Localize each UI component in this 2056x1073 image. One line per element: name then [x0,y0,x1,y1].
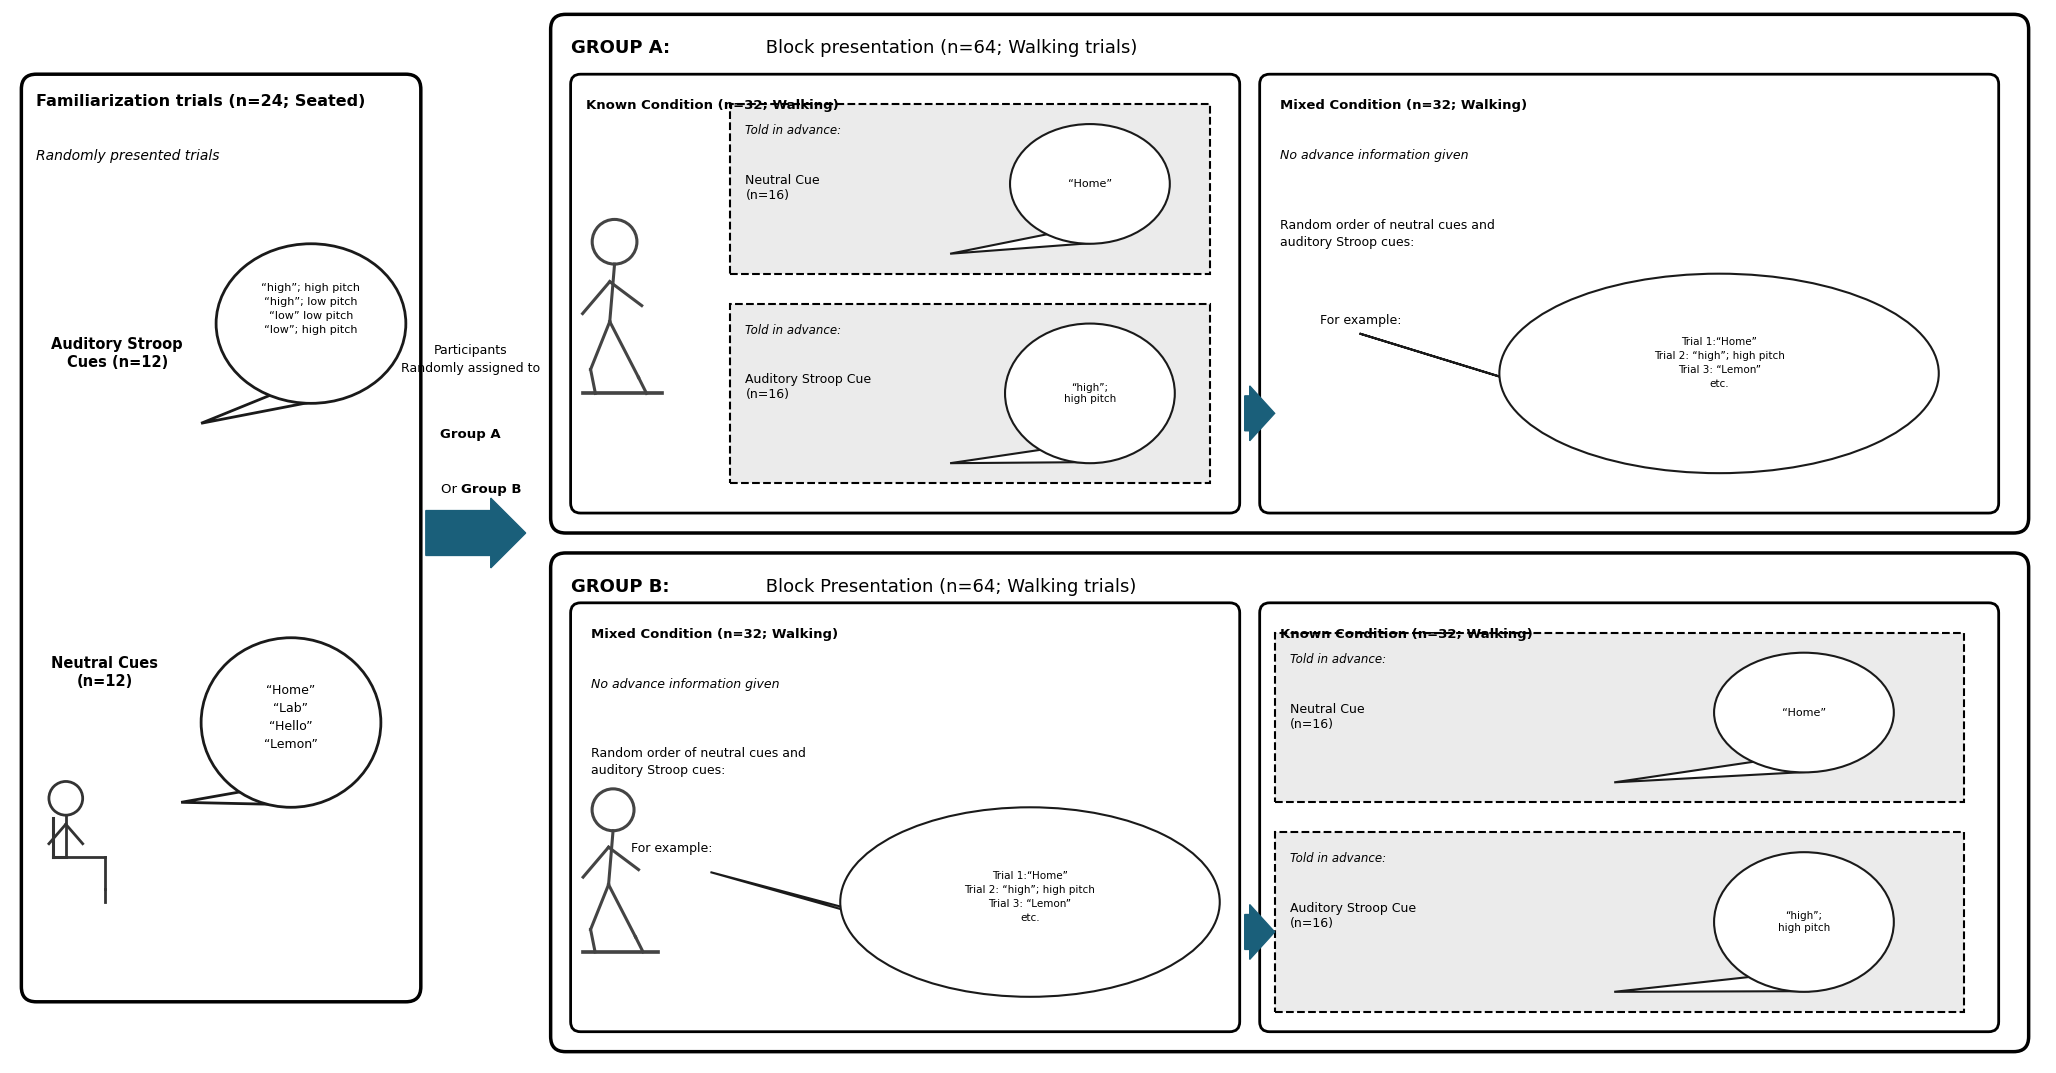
Text: Or: Or [440,483,461,496]
Ellipse shape [1715,852,1894,991]
Text: Auditory Stroop
Cues (n=12): Auditory Stroop Cues (n=12) [51,337,183,370]
Text: Neutral Cue
(n=16): Neutral Cue (n=16) [746,174,820,202]
Polygon shape [181,784,298,805]
Text: Trial 1:“Home”
Trial 2: “high”; high pitch
Trial 3: “Lemon”
etc.: Trial 1:“Home” Trial 2: “high”; high pit… [1653,337,1785,389]
Ellipse shape [1009,124,1170,244]
FancyBboxPatch shape [1260,603,1998,1032]
Polygon shape [950,443,1096,464]
Text: “high”;
high pitch: “high”; high pitch [1063,383,1116,405]
Text: No advance information given: No advance information given [590,678,779,691]
Text: Group A: Group A [440,428,502,441]
Polygon shape [1614,755,1809,782]
Ellipse shape [1715,652,1894,773]
Text: Told in advance:: Told in advance: [1289,652,1386,665]
Text: Told in advance:: Told in advance: [746,324,841,337]
Bar [1275,833,1963,1012]
Text: Neutral Cue
(n=16): Neutral Cue (n=16) [1289,703,1365,731]
Circle shape [49,781,82,815]
Text: Auditory Stroop Cue
(n=16): Auditory Stroop Cue (n=16) [1289,902,1417,930]
FancyArrow shape [1244,905,1275,959]
Text: Random order of neutral cues and
auditory Stroop cues:: Random order of neutral cues and auditor… [590,748,806,778]
Ellipse shape [201,637,380,807]
FancyBboxPatch shape [1260,74,1998,513]
Text: Random order of neutral cues and
auditory Stroop cues:: Random order of neutral cues and auditor… [1279,219,1495,249]
Text: Randomly presented trials: Randomly presented trials [37,149,220,163]
Text: Block presentation (n=64; Walking trials): Block presentation (n=64; Walking trials… [761,40,1137,57]
Text: No advance information given: No advance information given [1279,149,1468,162]
Text: Group B: Group B [461,483,522,496]
Text: Neutral Cues
(n=12): Neutral Cues (n=12) [51,657,158,689]
Text: Block Presentation (n=64; Walking trials): Block Presentation (n=64; Walking trials… [761,578,1137,596]
FancyBboxPatch shape [572,603,1240,1032]
Ellipse shape [841,807,1219,997]
FancyArrow shape [426,498,526,568]
Polygon shape [201,382,321,423]
Text: “high”;
high pitch: “high”; high pitch [1778,911,1830,932]
Bar [730,304,1209,483]
Text: Trial 1:“Home”
Trial 2: “high”; high pitch
Trial 3: “Lemon”
etc.: Trial 1:“Home” Trial 2: “high”; high pit… [964,871,1096,923]
Text: “Home”: “Home” [1783,707,1826,718]
Text: Told in advance:: Told in advance: [1289,852,1386,865]
Text: For example:: For example: [631,842,711,855]
Text: “high”; high pitch
“high”; low pitch
“low” low pitch
“low”; high pitch: “high”; high pitch “high”; low pitch “lo… [261,282,360,335]
Text: For example:: For example: [1320,313,1400,326]
Polygon shape [711,872,917,930]
Ellipse shape [1499,274,1939,473]
Circle shape [592,219,637,264]
Text: Mixed Condition (n=32; Walking): Mixed Condition (n=32; Walking) [590,628,837,641]
Text: Auditory Stroop Cue
(n=16): Auditory Stroop Cue (n=16) [746,373,872,401]
FancyArrow shape [1244,386,1275,441]
Circle shape [592,789,633,831]
Text: GROUP B:: GROUP B: [572,578,668,596]
Text: Told in advance:: Told in advance: [746,124,841,137]
Text: “Home”
“Lab”
“Hello”
“Lemon”: “Home” “Lab” “Hello” “Lemon” [263,684,319,751]
FancyBboxPatch shape [551,14,2029,533]
Ellipse shape [216,244,405,403]
Text: GROUP A:: GROUP A: [572,40,670,57]
Polygon shape [950,226,1096,253]
FancyBboxPatch shape [572,74,1240,513]
Text: Mixed Condition (n=32; Walking): Mixed Condition (n=32; Walking) [1279,99,1528,113]
Polygon shape [1614,971,1809,991]
FancyBboxPatch shape [551,553,2029,1052]
Bar [730,104,1209,274]
Text: Participants
Randomly assigned to: Participants Randomly assigned to [401,343,541,374]
Text: Known Condition (n=32; Walking): Known Condition (n=32; Walking) [586,99,839,113]
Polygon shape [1359,334,1587,403]
Ellipse shape [1005,324,1174,464]
Text: Familiarization trials (n=24; Seated): Familiarization trials (n=24; Seated) [37,94,366,109]
Text: “Home”: “Home” [1067,179,1112,189]
Bar [1275,633,1963,803]
Text: Known Condition (n=32; Walking): Known Condition (n=32; Walking) [1279,628,1532,641]
FancyBboxPatch shape [21,74,421,1002]
